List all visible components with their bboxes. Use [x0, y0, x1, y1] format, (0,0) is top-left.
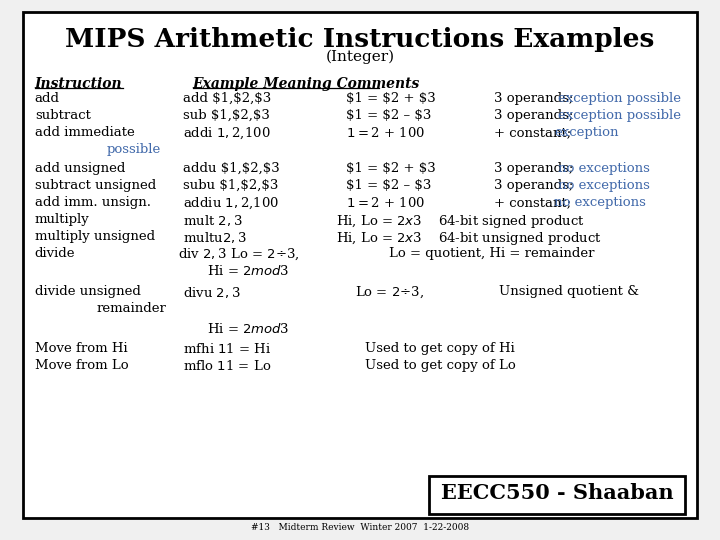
Text: mflo $1   $1 = Lo: mflo $1 $1 = Lo	[183, 359, 271, 373]
Text: add imm. unsign.: add imm. unsign.	[35, 196, 150, 209]
Text: subtract: subtract	[35, 109, 91, 122]
Text: addiu $1,$2,100: addiu $1,$2,100	[183, 196, 279, 212]
Text: subu $1,$2,$3: subu $1,$2,$3	[183, 179, 279, 192]
Text: #13   Midterm Review  Winter 2007  1-22-2008: #13 Midterm Review Winter 2007 1-22-2008	[251, 523, 469, 531]
Text: Used to get copy of Lo: Used to get copy of Lo	[365, 359, 516, 372]
Text: exception possible: exception possible	[558, 109, 681, 122]
Text: Hi, Lo = $2 x $3    64-bit unsigned product: Hi, Lo = $2 x $3 64-bit unsigned product	[336, 230, 602, 247]
Text: subtract unsigned: subtract unsigned	[35, 179, 156, 192]
Text: sub $1,$2,$3: sub $1,$2,$3	[183, 109, 270, 122]
Text: Move from Lo: Move from Lo	[35, 359, 128, 372]
Text: Unsigned quotient &: Unsigned quotient &	[499, 285, 639, 298]
Text: mfhi $1   $1 = Hi: mfhi $1 $1 = Hi	[183, 342, 271, 356]
Text: Hi = $2 mod $3: Hi = $2 mod $3	[207, 322, 289, 336]
Text: Example Meaning Comments: Example Meaning Comments	[193, 77, 420, 91]
Text: Lo = quotient, Hi = remainder: Lo = quotient, Hi = remainder	[389, 247, 594, 260]
Text: $1 = $2 + $3: $1 = $2 + $3	[346, 92, 436, 105]
Text: $1 = $2 + 100: $1 = $2 + 100	[346, 196, 425, 210]
Text: possible: possible	[107, 143, 161, 156]
Text: multiply: multiply	[35, 213, 89, 226]
Text: add: add	[35, 92, 60, 105]
Text: $1 = $2 + 100: $1 = $2 + 100	[346, 126, 425, 140]
Text: Move from Hi: Move from Hi	[35, 342, 127, 355]
FancyBboxPatch shape	[23, 12, 697, 518]
Text: add immediate: add immediate	[35, 126, 135, 139]
Text: add $1,$2,$3: add $1,$2,$3	[183, 92, 271, 105]
Text: divide: divide	[35, 247, 76, 260]
Text: div $2,$3 Lo = $2 ÷ $3,: div $2,$3 Lo = $2 ÷ $3,	[179, 247, 300, 262]
Text: multiply unsigned: multiply unsigned	[35, 230, 155, 243]
Text: multu$2,$3: multu$2,$3	[183, 230, 247, 245]
Text: + constant;: + constant;	[494, 196, 575, 209]
Text: (Integer): (Integer)	[325, 50, 395, 64]
Text: $1 = $2 – $3: $1 = $2 – $3	[346, 179, 431, 192]
Text: addu $1,$2,$3: addu $1,$2,$3	[183, 162, 280, 175]
Text: divide unsigned: divide unsigned	[35, 285, 140, 298]
Text: Instruction: Instruction	[35, 77, 122, 91]
Text: 3 operands;: 3 operands;	[494, 162, 577, 175]
Text: + constant;: + constant;	[494, 126, 575, 139]
Text: no exceptions: no exceptions	[554, 196, 646, 209]
Text: $1 = $2 – $3: $1 = $2 – $3	[346, 109, 431, 122]
Text: exception possible: exception possible	[558, 92, 681, 105]
Text: 3 operands;: 3 operands;	[494, 179, 577, 192]
Text: MIPS Arithmetic Instructions Examples: MIPS Arithmetic Instructions Examples	[66, 27, 654, 52]
Text: $1 = $2 + $3: $1 = $2 + $3	[346, 162, 436, 175]
Text: addi $1,$2,100: addi $1,$2,100	[183, 126, 271, 141]
Text: no exceptions: no exceptions	[558, 179, 650, 192]
Text: mult $2,$3: mult $2,$3	[183, 213, 243, 228]
Text: Used to get copy of Hi: Used to get copy of Hi	[365, 342, 515, 355]
Text: no exceptions: no exceptions	[558, 162, 650, 175]
Text: Lo = $2 ÷ $3,: Lo = $2 ÷ $3,	[355, 285, 424, 300]
Text: EECC550 - Shaaban: EECC550 - Shaaban	[441, 483, 673, 503]
Text: remainder: remainder	[97, 302, 167, 315]
Text: divu $2,$3: divu $2,$3	[183, 285, 240, 300]
FancyBboxPatch shape	[429, 476, 685, 514]
Text: exception: exception	[554, 126, 618, 139]
Text: 3 operands;: 3 operands;	[494, 109, 577, 122]
Text: Hi, Lo = $2 x $3    64-bit signed product: Hi, Lo = $2 x $3 64-bit signed product	[336, 213, 585, 230]
Text: 3 operands;: 3 operands;	[494, 92, 577, 105]
Text: Hi = $2 mod $3: Hi = $2 mod $3	[207, 264, 289, 278]
Text: add unsigned: add unsigned	[35, 162, 125, 175]
